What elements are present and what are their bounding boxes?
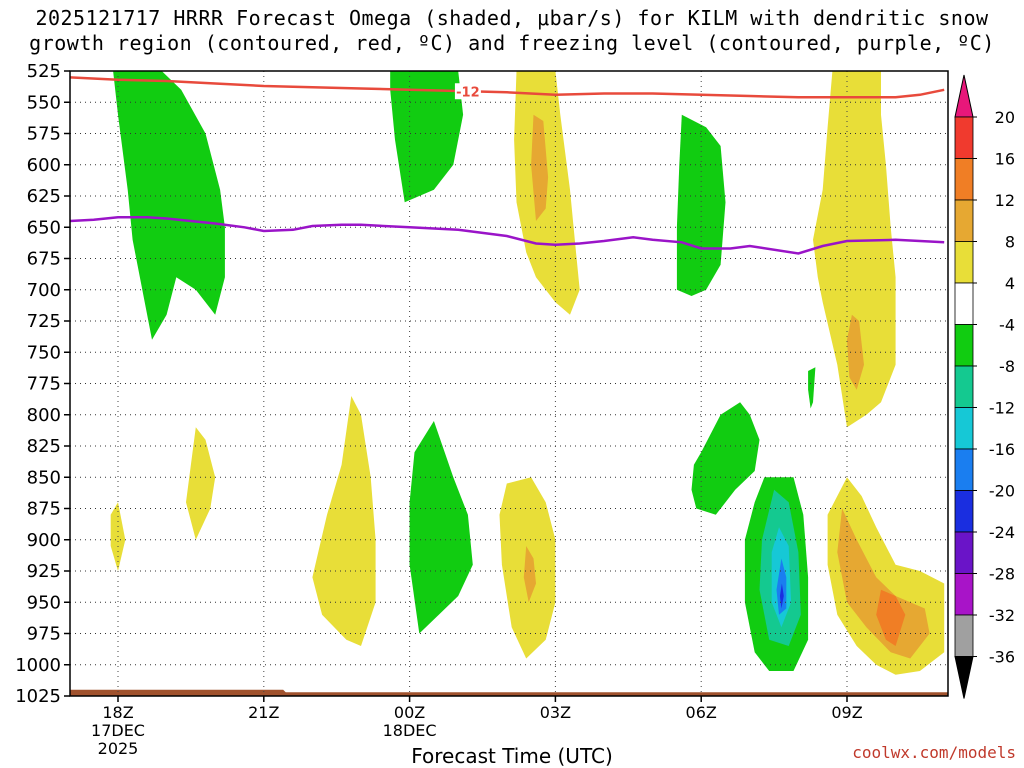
omega-region-0 bbox=[113, 71, 225, 340]
colorbar-label-7: -12 bbox=[989, 399, 1015, 418]
y-tick-label-650: 650 bbox=[27, 217, 61, 238]
x-tick-label-0-2: 2025 bbox=[98, 739, 139, 758]
y-tick-label-550: 550 bbox=[27, 92, 61, 113]
colorbar-bin-4 bbox=[954, 241, 974, 284]
omega-region-11 bbox=[409, 421, 473, 634]
colorbar-bin-3 bbox=[954, 199, 974, 242]
y-tick-label-675: 675 bbox=[27, 249, 61, 270]
omega-region-3 bbox=[531, 114, 549, 221]
x-axis-title: Forecast Time (UTC) bbox=[411, 744, 613, 768]
dgz-contour-line bbox=[70, 76, 945, 99]
omega-region-21 bbox=[837, 508, 930, 659]
colorbar-bin-8 bbox=[954, 407, 974, 450]
y-tick-label-925: 925 bbox=[27, 561, 61, 582]
y-tick-label-575: 575 bbox=[27, 124, 61, 145]
y-tick-label-825: 825 bbox=[27, 436, 61, 457]
colorbar: 20 16 12 8 4 -4 -8 -12 -16 -20 -24 -28 -32 -36 bbox=[954, 74, 1015, 699]
colorbar-label-12: -32 bbox=[989, 606, 1015, 625]
grid-layer bbox=[70, 71, 948, 696]
x-tick-label-12-0: 06Z bbox=[686, 703, 717, 722]
dgz-label-bg bbox=[454, 83, 481, 100]
axes-layer: 525 550 575 600 625 650 675 700 725 750 775 800 825 8… bbox=[15, 61, 949, 758]
y-tick-label-800: 800 bbox=[27, 405, 61, 426]
colorbar-label-10: -24 bbox=[989, 523, 1015, 542]
y-tick-label-950: 950 bbox=[27, 592, 61, 613]
x-tick-label-15-0: 09Z bbox=[831, 703, 862, 722]
omega-region-14 bbox=[691, 402, 760, 515]
colorbar-label-3: 8 bbox=[1005, 233, 1015, 252]
x-tick-label-6-1: 18DEC bbox=[383, 721, 437, 740]
colorbar-label-5: -4 bbox=[999, 316, 1015, 335]
omega-region-9 bbox=[186, 427, 216, 540]
y-tick-label-975: 975 bbox=[27, 624, 61, 645]
y-tick-label-775: 775 bbox=[27, 374, 61, 395]
colorbar-label-8: -16 bbox=[989, 440, 1015, 459]
freezing-level-line bbox=[70, 216, 945, 255]
y-tick-label-900: 900 bbox=[27, 530, 61, 551]
chart-title-line2: growth region (contoured, red, ºC) and f… bbox=[29, 31, 995, 55]
omega-region-5 bbox=[813, 71, 896, 428]
colorbar-bin-7 bbox=[954, 365, 974, 408]
omega-region-13 bbox=[523, 546, 536, 603]
colorbar-bin-6 bbox=[954, 324, 974, 367]
colorbar-bin-10 bbox=[954, 490, 974, 533]
omega-region-4 bbox=[676, 114, 726, 296]
omega-region-10 bbox=[312, 396, 376, 646]
colorbar-label-9: -20 bbox=[989, 482, 1015, 501]
omega-region-1 bbox=[390, 71, 464, 203]
y-tick-label-625: 625 bbox=[27, 186, 61, 207]
colorbar-bin-2 bbox=[954, 158, 974, 201]
colorbar-label-6: -8 bbox=[999, 357, 1015, 376]
colorbar-bottom-triangle bbox=[954, 656, 974, 699]
ground-surface bbox=[70, 689, 948, 696]
omega-region-2 bbox=[514, 71, 580, 315]
colorbar-label-1: 16 bbox=[995, 150, 1015, 169]
colorbar-bin-12 bbox=[954, 573, 974, 616]
colorbar-bin-5 bbox=[954, 282, 974, 325]
colorbar-top-triangle bbox=[954, 74, 974, 118]
x-tick-label-3-0: 21Z bbox=[248, 703, 279, 722]
omega-shading-layer bbox=[110, 71, 945, 675]
chart-title-line1: 2025121717 HRRR Forecast Omega (shaded, … bbox=[35, 6, 989, 30]
y-tick-label-725: 725 bbox=[27, 311, 61, 332]
y-tick-label-600: 600 bbox=[27, 155, 61, 176]
y-tick-label-750: 750 bbox=[27, 342, 61, 363]
x-tick-label-0-0: 18Z bbox=[102, 703, 133, 722]
y-tick-label-875: 875 bbox=[27, 499, 61, 520]
y-tick-label-700: 700 bbox=[27, 280, 61, 301]
y-tick-label-1000: 1000 bbox=[15, 655, 61, 676]
y-tick-label-525: 525 bbox=[27, 61, 61, 82]
site-credit: coolwx.com/models bbox=[852, 743, 1016, 762]
colorbar-bin-9 bbox=[954, 448, 974, 491]
colorbar-bin-1 bbox=[954, 116, 974, 159]
colorbar-label-2: 12 bbox=[995, 191, 1015, 210]
y-tick-label-1025: 1025 bbox=[15, 686, 61, 707]
colorbar-label-4: 4 bbox=[1005, 274, 1015, 293]
colorbar-label-0: 20 bbox=[995, 108, 1015, 127]
y-tick-label-850: 850 bbox=[27, 467, 61, 488]
contour-lines-layer: -12 bbox=[70, 76, 945, 255]
colorbar-bin-11 bbox=[954, 531, 974, 574]
colorbar-label-11: -28 bbox=[989, 565, 1015, 584]
colorbar-label-13: -36 bbox=[989, 648, 1015, 667]
omega-region-7 bbox=[808, 367, 816, 409]
colorbar-bin-13 bbox=[954, 614, 974, 657]
x-tick-label-0-1: 17DEC bbox=[91, 721, 145, 740]
omega-region-22 bbox=[876, 589, 906, 646]
x-tick-label-9-0: 03Z bbox=[540, 703, 571, 722]
dgz-contour-label: -12 bbox=[456, 85, 480, 100]
ground-layer bbox=[70, 689, 948, 696]
x-tick-label-6-0: 00Z bbox=[394, 703, 425, 722]
